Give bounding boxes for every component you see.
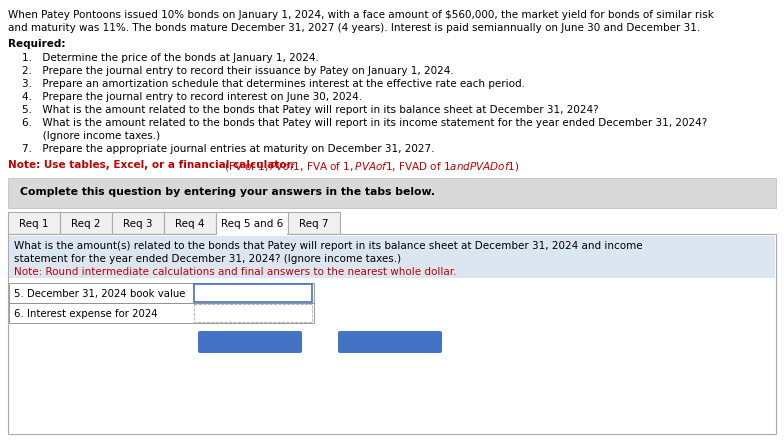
FancyBboxPatch shape (338, 331, 442, 353)
FancyBboxPatch shape (194, 304, 312, 322)
Text: 6. Interest expense for 2024: 6. Interest expense for 2024 (14, 309, 158, 319)
FancyBboxPatch shape (194, 284, 312, 302)
FancyBboxPatch shape (8, 234, 776, 434)
FancyBboxPatch shape (112, 212, 164, 234)
Text: 5. December 31, 2024 book value: 5. December 31, 2024 book value (14, 289, 185, 299)
Text: Req 3: Req 3 (123, 219, 153, 229)
FancyBboxPatch shape (288, 212, 340, 234)
FancyBboxPatch shape (8, 178, 776, 208)
FancyBboxPatch shape (8, 212, 60, 234)
Text: 4. Prepare the journal entry to record interest on June 30, 2024.: 4. Prepare the journal entry to record i… (22, 92, 362, 102)
Text: and maturity was 11%. The bonds mature December 31, 2027 (4 years). Interest is : and maturity was 11%. The bonds mature D… (8, 23, 700, 33)
Text: Req 5 and 6: Req 5 and 6 (221, 219, 283, 229)
Text: 5. What is the amount related to the bonds that Patey will report in its balance: 5. What is the amount related to the bon… (22, 105, 599, 115)
Text: Complete this question by entering your answers in the tabs below.: Complete this question by entering your … (20, 187, 435, 197)
Text: statement for the year ended December 31, 2024? (Ignore income taxes.): statement for the year ended December 31… (14, 254, 401, 264)
Text: 7. Prepare the appropriate journal entries at maturity on December 31, 2027.: 7. Prepare the appropriate journal entri… (22, 144, 434, 154)
Text: Required:: Required: (8, 39, 66, 49)
Text: (Ignore income taxes.): (Ignore income taxes.) (22, 131, 160, 141)
Text: Req 1: Req 1 (20, 219, 49, 229)
FancyBboxPatch shape (198, 331, 302, 353)
Text: 2. Prepare the journal entry to record their issuance by Patey on January 1, 202: 2. Prepare the journal entry to record t… (22, 66, 454, 76)
Text: 6. What is the amount related to the bonds that Patey will report in its income : 6. What is the amount related to the bon… (22, 118, 707, 128)
Text: Req 4: Req 4 (176, 219, 205, 229)
Text: Req 2: Req 2 (71, 219, 101, 229)
Text: 1. Determine the price of the bonds at January 1, 2024.: 1. Determine the price of the bonds at J… (22, 53, 319, 63)
Text: Note: Use tables, Excel, or a financial calculator.: Note: Use tables, Excel, or a financial … (8, 160, 298, 170)
Text: When Patey Pontoons issued 10% bonds on January 1, 2024, with a face amount of $: When Patey Pontoons issued 10% bonds on … (8, 10, 714, 20)
FancyBboxPatch shape (9, 283, 314, 303)
FancyBboxPatch shape (60, 212, 112, 234)
FancyBboxPatch shape (164, 212, 216, 234)
Text: Note: Round intermediate calculations and final answers to the nearest whole dol: Note: Round intermediate calculations an… (14, 267, 456, 277)
Text: (FV of $1, PV of $1, FVA of $1, PVA of $1, FVAD of $1 and PVAD of $1): (FV of $1, PV of $1, FVA of $1, PVA of $… (223, 160, 519, 173)
FancyBboxPatch shape (9, 236, 775, 278)
Text: 3. Prepare an amortization schedule that determines interest at the effective ra: 3. Prepare an amortization schedule that… (22, 79, 525, 89)
FancyBboxPatch shape (9, 303, 314, 323)
FancyBboxPatch shape (216, 212, 288, 234)
Text: What is the amount(s) related to the bonds that Patey will report in its balance: What is the amount(s) related to the bon… (14, 241, 643, 251)
Text: Req 7: Req 7 (299, 219, 328, 229)
